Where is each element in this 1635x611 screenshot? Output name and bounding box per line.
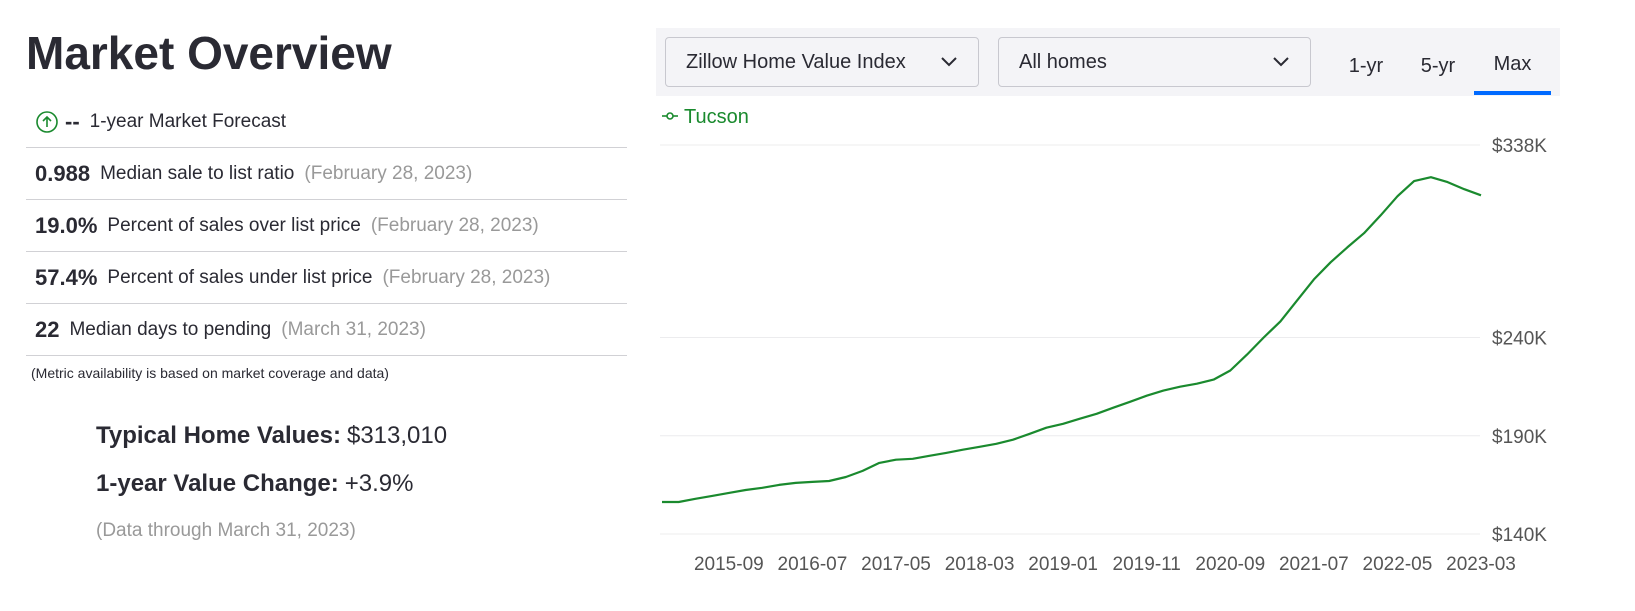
- metric-label: Median sale to list ratio: [100, 162, 295, 184]
- forecast-label: 1-year Market Forecast: [89, 110, 287, 132]
- x-tick-label: 2022-05: [1363, 554, 1433, 575]
- select-text: All homes: [1019, 50, 1107, 73]
- x-tick-label: 2019-11: [1113, 554, 1181, 575]
- metric-date: (March 31, 2023): [281, 318, 426, 340]
- x-tick-label: 2017-05: [861, 554, 931, 575]
- forecast-value: --: [65, 108, 80, 134]
- metric-date: (February 28, 2023): [382, 266, 551, 288]
- metric-value: 19.0%: [35, 212, 98, 238]
- metric-row: 19.0% Percent of sales over list price (Fe…: [26, 200, 627, 252]
- y-tick-label: $338K: [1492, 136, 1547, 157]
- forecast-row: -- 1-year Market Forecast: [26, 96, 627, 148]
- metric-row: 22 Median days to pending (March 31, 2023): [26, 304, 627, 356]
- label: 1-year Value Change:: [96, 470, 339, 497]
- metric-value: 0.988: [35, 160, 91, 186]
- legend-label: Tucson: [684, 106, 749, 128]
- range-tab[interactable]: 5-yr: [1420, 54, 1456, 77]
- metric-row: 0.988 Median sale to list ratio (February …: [26, 148, 627, 200]
- y-tick-label: $140K: [1492, 525, 1547, 546]
- select-text: Zillow Home Value Index: [686, 50, 906, 73]
- typical-home-values: Typical Home Values: $313,010: [96, 422, 447, 450]
- up-icon: [36, 110, 58, 133]
- metric-select[interactable]: Zillow Home Value Index: [665, 37, 979, 87]
- chevron: [1273, 57, 1289, 67]
- home-select[interactable]: All homes: [998, 37, 1311, 87]
- metric-date: (February 28, 2023): [370, 214, 539, 236]
- x-tick-label: 2019-01: [1028, 554, 1098, 575]
- chart: $140K $190K $240K $338K 2015-09 2016-07 2017-0…: [660, 106, 1547, 575]
- range-tab[interactable]: 1-yr: [1348, 54, 1384, 77]
- x-tick-label: 2021-07: [1279, 554, 1349, 575]
- y-tick-label: $240K: [1492, 329, 1547, 350]
- metric-label: Percent of sales over list price: [107, 214, 361, 236]
- y-tick-label: $190K: [1492, 427, 1547, 448]
- metric-label: Percent of sales under list price: [107, 266, 373, 288]
- page-title: Market Overview: [26, 27, 392, 79]
- label: Typical Home Values:: [96, 422, 341, 449]
- value: $313,010: [346, 422, 448, 449]
- x-tick-label: 2020-09: [1195, 554, 1265, 575]
- legend-icon: [666, 112, 674, 120]
- metric-date: (February 28, 2023): [304, 162, 473, 184]
- value: +3.9%: [344, 470, 414, 497]
- data-note: (Data through March 31, 2023): [96, 520, 356, 541]
- x-tick-label: 2023-03: [1446, 554, 1516, 575]
- metric-row: 57.4% Percent of sales under list price (F…: [26, 252, 627, 304]
- metric-value: 22: [35, 316, 60, 342]
- x-tick-label: 2016-07: [778, 554, 848, 575]
- value-change: 1-year Value Change: +3.9%: [96, 470, 413, 498]
- metric-label: Median days to pending: [69, 318, 272, 340]
- x-tick-label: 2015-09: [694, 554, 764, 575]
- series-line: [662, 176, 1482, 504]
- range-tab[interactable]: Max: [1474, 37, 1551, 95]
- metric-value: 57.4%: [35, 264, 98, 290]
- x-tick-label: 2018-03: [945, 554, 1015, 575]
- metrics-note: (Metric availability is based on market …: [31, 365, 389, 381]
- chevron: [941, 57, 957, 67]
